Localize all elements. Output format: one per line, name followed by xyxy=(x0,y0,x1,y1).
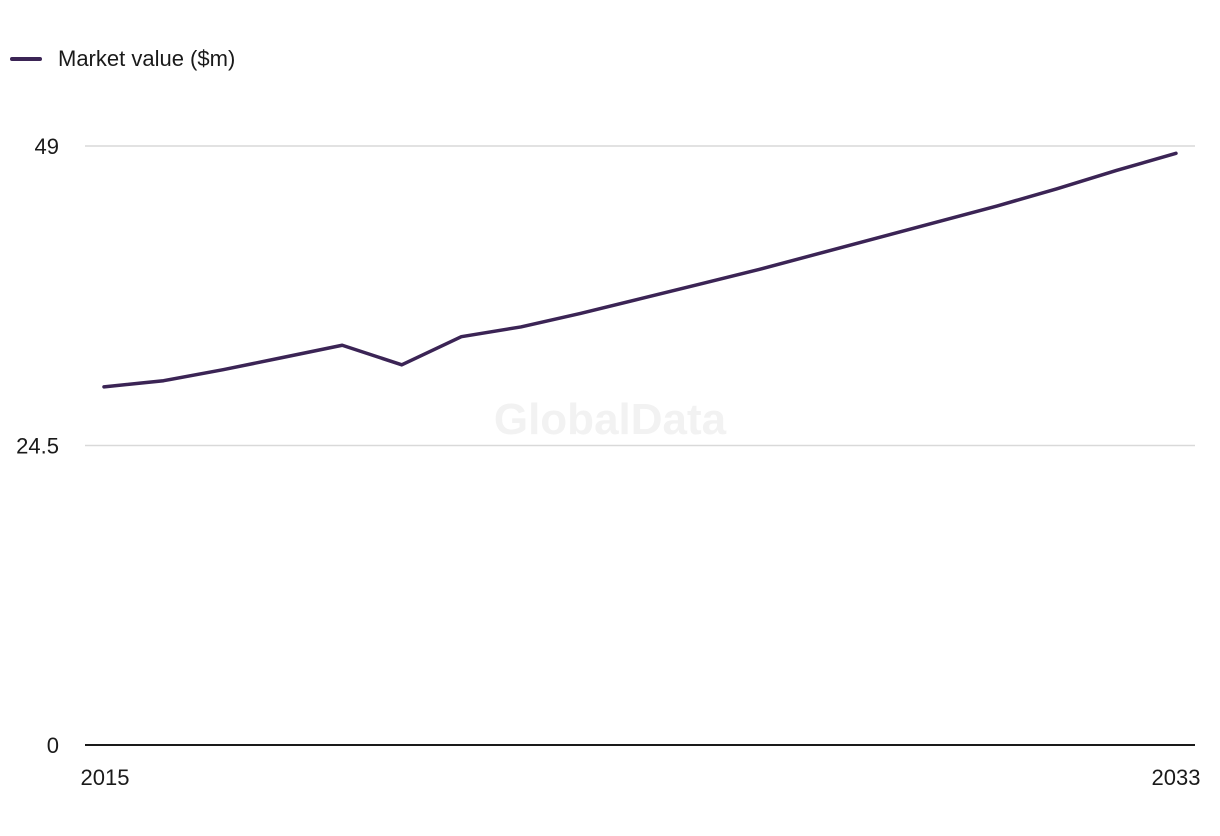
y-tick-label: 0 xyxy=(47,733,59,758)
data-point xyxy=(816,251,822,257)
x-tick-label: 2015 xyxy=(81,765,130,790)
data-point xyxy=(935,219,941,225)
series-line-market-value xyxy=(102,151,1178,389)
data-point xyxy=(1113,167,1119,173)
tick-layer: 0 24.5 49 2015 2033 xyxy=(16,134,1200,790)
data-point xyxy=(399,362,405,368)
y-tick-label: 24.5 xyxy=(16,434,59,459)
series-layer xyxy=(101,150,1179,390)
data-point xyxy=(1173,150,1179,156)
y-tick-label: 49 xyxy=(35,134,59,159)
data-point xyxy=(339,342,345,348)
legend-swatch xyxy=(10,57,42,61)
data-point xyxy=(577,310,583,316)
watermark-text: GlobalData xyxy=(494,395,727,444)
data-point xyxy=(1054,186,1060,192)
data-point xyxy=(994,203,1000,209)
data-point xyxy=(280,354,286,360)
x-tick-label: 2033 xyxy=(1152,765,1201,790)
data-point xyxy=(697,281,703,287)
data-point xyxy=(101,384,107,390)
legend-label: Market value ($m) xyxy=(58,46,236,71)
data-point xyxy=(518,324,524,330)
data-point xyxy=(220,367,226,373)
data-point xyxy=(875,235,881,241)
data-point xyxy=(458,334,464,340)
legend: Market value ($m) xyxy=(10,46,235,72)
data-point xyxy=(637,296,643,302)
data-point xyxy=(756,266,762,272)
data-point xyxy=(161,378,167,384)
grid-layer xyxy=(85,145,1195,746)
